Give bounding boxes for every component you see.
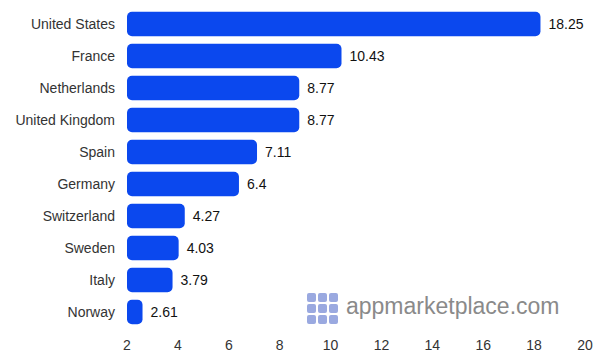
svg-text:3.79: 3.79 xyxy=(181,272,208,288)
svg-text:6: 6 xyxy=(225,337,233,353)
svg-text:10.43: 10.43 xyxy=(349,48,384,64)
svg-text:8: 8 xyxy=(276,337,284,353)
svg-text:Germany: Germany xyxy=(57,176,115,192)
svg-text:2.61: 2.61 xyxy=(151,304,178,320)
svg-text:7.11: 7.11 xyxy=(265,144,291,160)
svg-text:Switzerland: Switzerland xyxy=(43,208,115,224)
svg-text:2: 2 xyxy=(123,337,131,353)
svg-text:18: 18 xyxy=(526,337,542,353)
svg-text:Netherlands: Netherlands xyxy=(40,80,116,96)
svg-text:Sweden: Sweden xyxy=(64,240,115,256)
svg-text:France: France xyxy=(71,48,115,64)
svg-text:Italy: Italy xyxy=(89,272,115,288)
svg-text:4: 4 xyxy=(174,337,182,353)
svg-text:4.03: 4.03 xyxy=(187,240,214,256)
svg-text:United States: United States xyxy=(31,16,115,32)
svg-text:18.25: 18.25 xyxy=(548,16,583,32)
svg-text:6.4: 6.4 xyxy=(247,176,267,192)
svg-text:Spain: Spain xyxy=(79,144,115,160)
svg-text:United Kingdom: United Kingdom xyxy=(15,112,115,128)
svg-text:14: 14 xyxy=(425,337,441,353)
svg-text:appmarketplace.com: appmarketplace.com xyxy=(346,293,560,319)
svg-text:8.77: 8.77 xyxy=(307,112,334,128)
svg-text:12: 12 xyxy=(374,337,390,353)
svg-text:20: 20 xyxy=(577,337,593,353)
svg-text:16: 16 xyxy=(475,337,491,353)
svg-text:Norway: Norway xyxy=(68,304,115,320)
svg-text:4.27: 4.27 xyxy=(193,208,220,224)
svg-text:10: 10 xyxy=(323,337,339,353)
svg-text:8.77: 8.77 xyxy=(307,80,334,96)
